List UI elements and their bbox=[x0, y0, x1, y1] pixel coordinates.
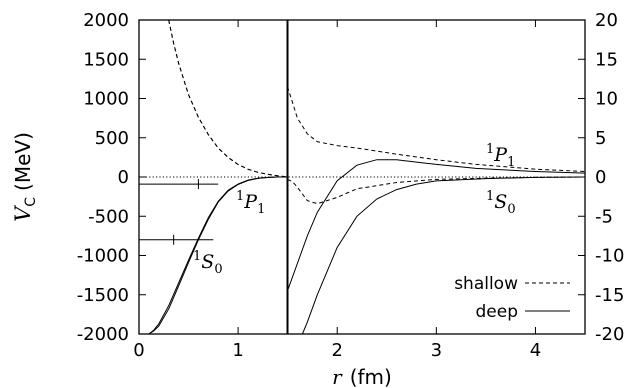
annotation-left-1p1: 1P1 bbox=[236, 189, 265, 217]
annotation-left-1s0-sub: 0 bbox=[214, 262, 222, 277]
left-series-shallow-1s0 bbox=[168, 19, 288, 178]
annotation-left-1s0: 1S0 bbox=[193, 249, 223, 277]
y-right-tick-label: 20 bbox=[595, 10, 618, 31]
y-left-tick-label: 1500 bbox=[83, 49, 129, 70]
annotation-right-1p1-sup: 1 bbox=[486, 142, 494, 157]
x-tick-label: 1 bbox=[232, 340, 243, 361]
y-left-tick-label: -500 bbox=[88, 206, 129, 227]
x-axis-unit: (fm) bbox=[350, 365, 392, 388]
x-axis-label: r (fm) bbox=[332, 365, 392, 388]
y-left-tick-label: 500 bbox=[95, 128, 129, 149]
annotation-left-1p1-sub: 1 bbox=[257, 202, 265, 217]
y-left-tick-label: -1500 bbox=[77, 285, 129, 306]
x-tick-label: 4 bbox=[530, 340, 541, 361]
annotation-right-1s0-sup: 1 bbox=[486, 189, 494, 204]
y-right-tick-label: 0 bbox=[595, 167, 606, 188]
y-left-tick-label: -1000 bbox=[77, 246, 129, 267]
annotation-left-1s0-main: S bbox=[201, 251, 214, 273]
annotation-right-1p1: 1P1 bbox=[486, 142, 515, 170]
x-tick-label: 2 bbox=[331, 340, 342, 361]
plot-frame bbox=[138, 19, 586, 335]
y-axis-sub: C bbox=[23, 197, 39, 207]
y-left-tick-label: 0 bbox=[118, 167, 129, 188]
annotation-right-1s0: 1S0 bbox=[486, 189, 516, 217]
annotation-right-1s0-sub: 0 bbox=[507, 202, 515, 217]
y-left-tick-label: -2000 bbox=[77, 324, 129, 345]
right-series-deep-1p1 bbox=[287, 159, 586, 291]
x-axis-var: r bbox=[332, 365, 343, 388]
y-left-tick-label: 1000 bbox=[83, 89, 129, 110]
annotation-left-1s0-sup: 1 bbox=[193, 249, 201, 264]
markers-group bbox=[139, 179, 219, 245]
series-group bbox=[148, 19, 586, 335]
left-series-shallow-1p1 bbox=[168, 19, 288, 178]
legend: shallow deep bbox=[454, 274, 570, 322]
right-series-deep-1s0 bbox=[301, 176, 586, 335]
y-right-tick-label: -5 bbox=[595, 206, 613, 227]
annotation-left-1p1-main: P bbox=[243, 191, 258, 213]
tick-labels-group: 0 1 2 3 4-2000-1500-1000-5000500100015002000… bbox=[77, 10, 625, 361]
annotation-right-1p1-main: P bbox=[493, 144, 508, 166]
annotation-right-1s0-main: S bbox=[494, 191, 507, 213]
y-left-tick-label: 2000 bbox=[83, 10, 129, 31]
y-axis-label: VC (MeV) bbox=[11, 132, 39, 222]
annotation-left-1p1-sup: 1 bbox=[236, 189, 244, 204]
legend-label-deep: deep bbox=[476, 302, 519, 322]
x-tick-label: 3 bbox=[431, 340, 442, 361]
legend-label-shallow: shallow bbox=[454, 274, 518, 294]
left-series-deep-1s0 bbox=[148, 176, 288, 335]
y-right-tick-label: 5 bbox=[595, 128, 606, 149]
left-series-deep-1p1 bbox=[148, 176, 288, 335]
ticks-group bbox=[138, 19, 585, 335]
y-right-tick-label: -15 bbox=[595, 285, 624, 306]
y-axis-var: V bbox=[11, 205, 35, 222]
y-right-tick-label: -10 bbox=[595, 246, 624, 267]
y-axis-unit: (MeV) bbox=[11, 132, 35, 191]
right-series-shallow-1p1 bbox=[287, 86, 586, 172]
annotation-right-1p1-sub: 1 bbox=[507, 155, 515, 170]
y-right-tick-label: 10 bbox=[595, 89, 618, 110]
x-tick-label: 0 bbox=[133, 340, 144, 361]
y-right-tick-label: -20 bbox=[595, 324, 624, 345]
y-right-tick-label: 15 bbox=[595, 49, 618, 70]
